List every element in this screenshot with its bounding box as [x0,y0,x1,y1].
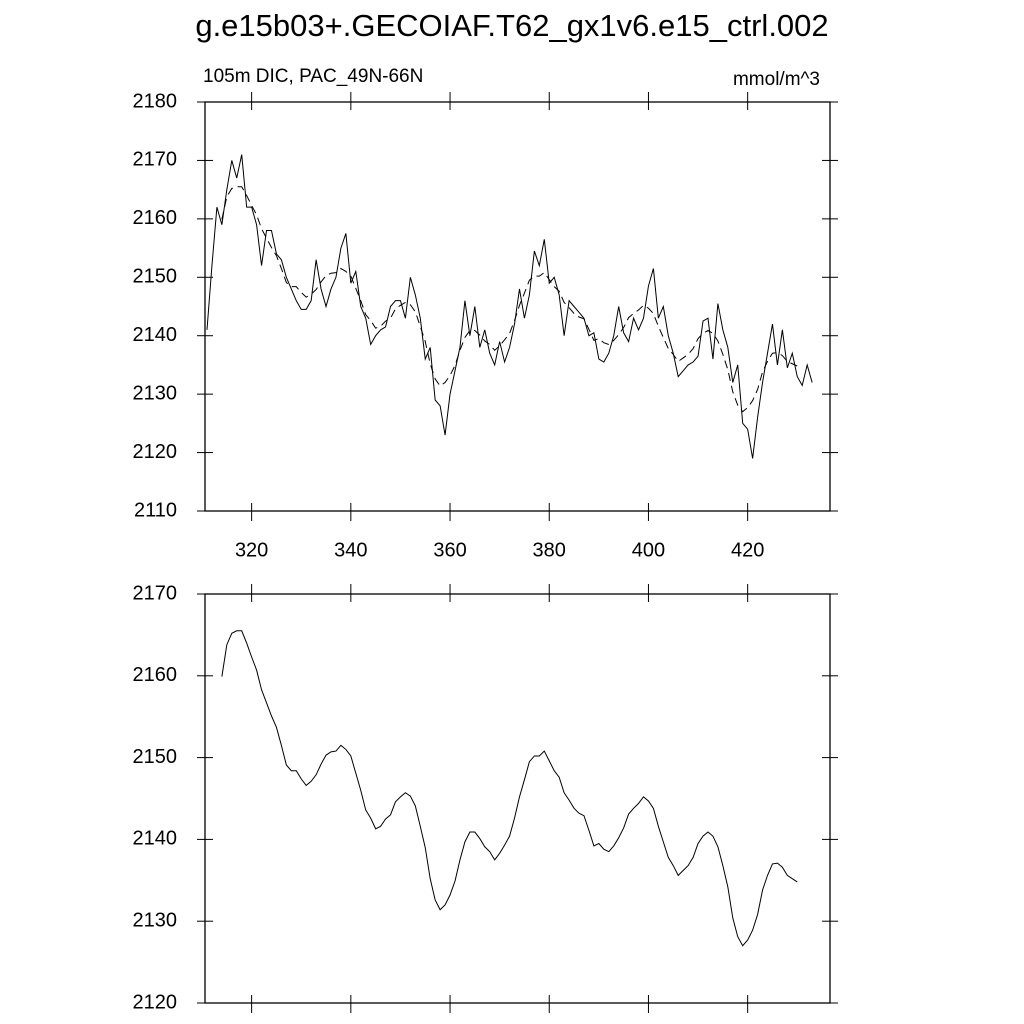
data-line [206,154,813,459]
x-tick-label: 360 [433,539,466,561]
y-tick-label: 2110 [134,499,177,521]
plot-frame [204,593,831,1004]
y-tick-label: 2130 [133,382,178,404]
subtitle-right: mmol/m^3 [733,69,820,90]
y-tick-label: 2140 [133,828,178,850]
y-tick-label: 2170 [133,149,178,171]
y-tick-label: 2150 [133,746,178,768]
y-tick-label: 2160 [133,664,178,686]
y-tick-label: 2170 [133,582,178,604]
x-tick-label: 420 [731,539,764,561]
y-tick-label: 2180 [133,90,178,112]
y-tick-label: 2160 [133,207,178,229]
y-tick-label: 2120 [133,991,178,1013]
dashed-line [221,186,798,413]
y-tick-label: 2140 [133,324,178,346]
y-tick-label: 2130 [133,909,178,931]
y-tick-label: 2150 [133,266,178,288]
data-line [221,630,798,947]
x-tick-label: 320 [235,539,268,561]
panel: 2110 2120 2130 2140 2150 2160 2170 2180 320 340 36… [133,90,838,561]
subtitle-left: 105m DIC, PAC_49N-66N [203,66,423,87]
figure-title: g.e15b03+.GECOIAF.T62_gx1v6.e15_ctrl.002 [195,8,828,43]
x-tick-label: 380 [533,539,566,561]
x-tick-label: 340 [334,539,367,561]
panel: 2120 2130 2140 2150 2160 2170 [133,582,838,1013]
y-tick-label: 2120 [133,441,178,463]
plot-frame [204,101,831,512]
x-tick-label: 400 [632,539,665,561]
